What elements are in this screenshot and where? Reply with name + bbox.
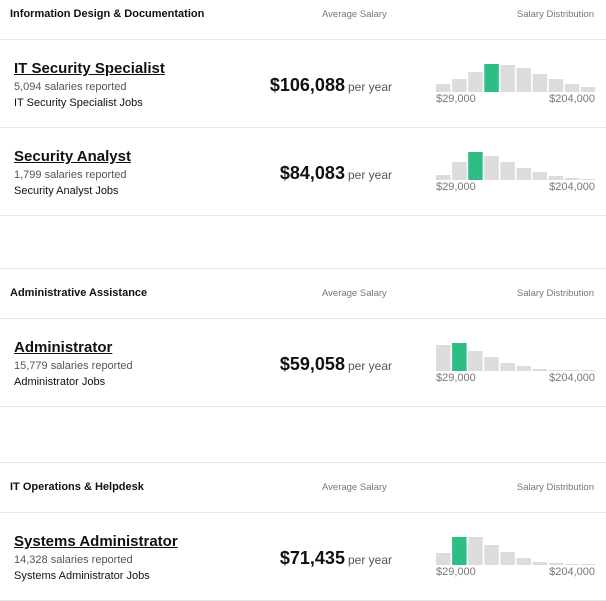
histogram-bar [436,175,451,180]
histogram-bar [436,553,451,565]
histogram-bar [580,564,596,565]
average-salary: $84,083 per year [280,163,392,184]
salary-value: $71,435 [279,548,345,568]
histogram-bar [436,84,451,92]
salary-unit: per year [347,80,392,94]
salaries-reported: 15,779 salaries reported [14,360,133,372]
salary-value: $84,083 [279,163,345,183]
histogram-bar [564,564,580,565]
average-salary: $106,088 per year [270,75,392,96]
column-header: Salary Distribution [516,9,594,20]
distribution-max: $204,000 [549,93,595,105]
histogram-bar [468,351,483,371]
histogram-bar [516,168,531,180]
distribution-min: $29,000 [436,93,476,105]
histogram-bar [548,176,564,180]
histogram-bar [468,72,483,92]
histogram-bar [484,156,499,180]
divider [0,39,606,40]
salary-value: $106,088 [269,75,345,95]
salary-unit: per year [347,359,392,373]
histogram-bar [532,172,548,180]
distribution-max: $204,000 [549,566,595,578]
job-title[interactable]: Security Analyst [14,148,131,165]
section-title: Administrative Assistance [10,287,148,299]
jobs-link[interactable]: Security Analyst Jobs [14,185,119,197]
histogram-bar [580,179,596,180]
distribution-max: $204,000 [549,372,595,384]
distribution-min: $29,000 [436,181,476,193]
histogram-bar [548,563,564,565]
jobs-link[interactable]: Administrator Jobs [14,376,106,388]
histogram-bar [532,369,548,371]
divider [0,215,606,216]
histogram-bar [452,343,467,371]
salary-histogram [436,343,596,371]
distribution-max: $204,000 [549,181,595,193]
histogram-bar [436,345,451,371]
salary-histogram [436,537,596,565]
histogram-bar [484,357,499,371]
histogram-bar [580,370,596,371]
average-salary: $59,058 per year [280,354,392,375]
divider [0,127,606,128]
histogram-bar [484,545,499,565]
histogram-bar [500,363,515,371]
job-title[interactable]: IT Security Specialist [14,60,165,77]
salary-unit: per year [347,553,392,567]
histogram-bar [500,162,515,180]
section-title: IT Operations & Helpdesk [10,481,144,493]
histogram-bar [452,162,467,180]
salary-histogram [436,64,596,92]
histogram-bar [452,79,467,92]
divider [0,462,606,463]
histogram-bar [532,74,548,92]
column-header: Average Salary [322,9,387,20]
histogram-bar [516,558,531,565]
histogram-bar [564,178,580,180]
histogram-bar [548,370,564,371]
histogram-bar [484,64,499,92]
column-header: Average Salary [322,288,387,299]
histogram-bar [452,537,467,565]
section-title: Information Design & Documentation [10,8,205,20]
column-header: Average Salary [322,482,387,493]
distribution-min: $29,000 [436,566,476,578]
divider [0,406,606,407]
salary-unit: per year [347,168,392,182]
salary-value: $59,058 [279,354,345,374]
column-header: Salary Distribution [516,288,594,299]
histogram-bar [468,152,483,180]
histogram-bar [468,537,483,565]
histogram-bar [500,65,515,92]
divider [0,318,606,319]
salary-histogram [436,152,596,180]
histogram-bar [532,562,548,565]
job-title[interactable]: Administrator [14,339,113,356]
job-title[interactable]: Systems Administrator [14,533,178,550]
divider [0,512,606,513]
histogram-bar [580,87,596,92]
salaries-reported: 14,328 salaries reported [14,554,133,566]
distribution-min: $29,000 [436,372,476,384]
histogram-bar [564,84,580,92]
jobs-link[interactable]: Systems Administrator Jobs [14,570,150,582]
histogram-bar [548,79,564,92]
average-salary: $71,435 per year [280,548,392,569]
divider [0,268,606,269]
histogram-bar [564,370,580,371]
jobs-link[interactable]: IT Security Specialist Jobs [14,97,143,109]
histogram-bar [516,68,531,92]
salaries-reported: 1,799 salaries reported [14,169,127,181]
salaries-reported: 5,094 salaries reported [14,81,127,93]
histogram-bar [516,366,531,371]
column-header: Salary Distribution [516,482,594,493]
histogram-bar [500,552,515,565]
